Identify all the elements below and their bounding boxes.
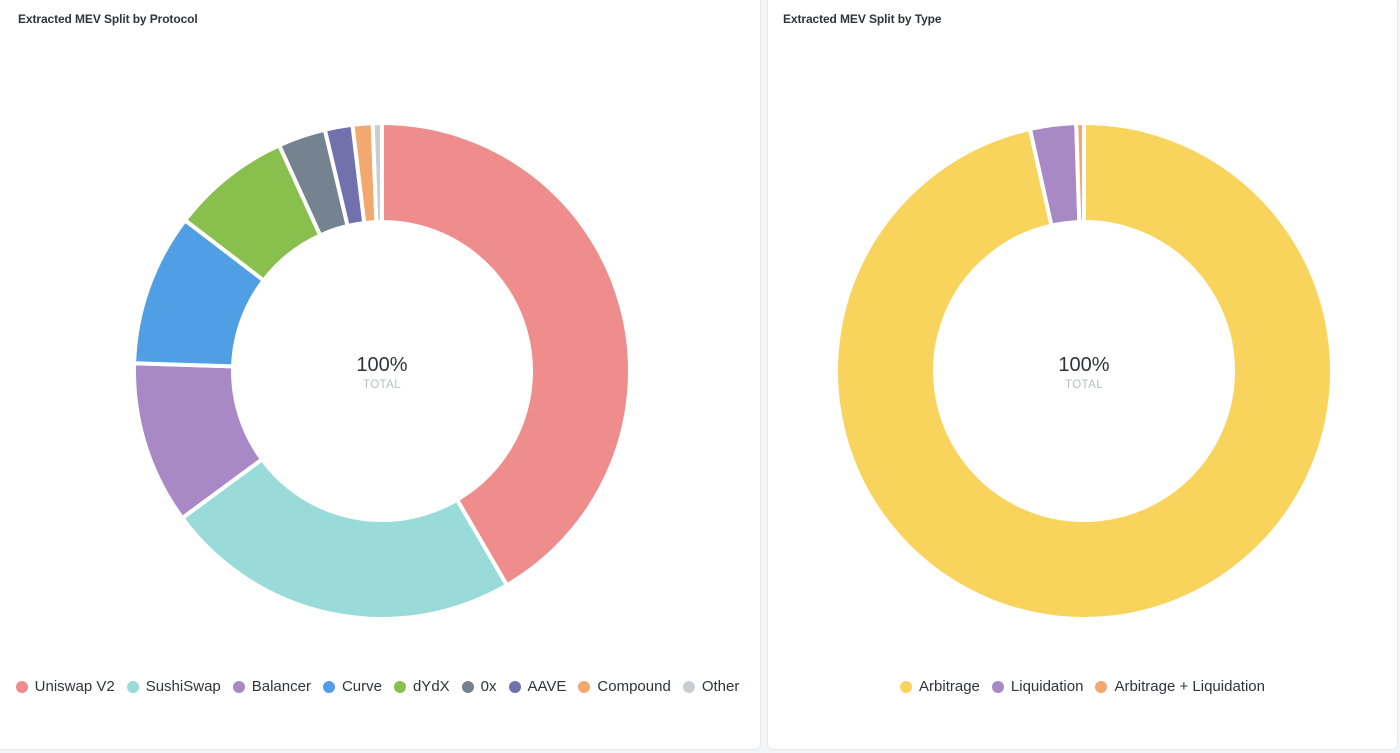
center-label: TOTAL [1065, 379, 1103, 391]
legend-item-0x[interactable]: 0x [461, 678, 497, 695]
legend-dot-icon [15, 680, 28, 693]
legend-label: Balancer [251, 678, 311, 695]
legend-item-curve[interactable]: Curve [322, 678, 382, 695]
legend-label: Liquidation [1010, 678, 1084, 695]
legend-label: dYdX [412, 678, 450, 695]
slices [834, 120, 1334, 621]
legend-item-sushiswap[interactable]: SushiSwap [126, 678, 221, 695]
legend-item-balancer[interactable]: Balancer [232, 678, 311, 695]
legend-dot-icon [126, 680, 139, 693]
center-value: 100% [1058, 354, 1109, 376]
center-label: TOTAL [363, 379, 401, 391]
legend-label: Other [701, 678, 740, 695]
legend-dot-icon [682, 680, 695, 693]
legend-label: Uniswap V2 [34, 678, 115, 695]
legend-item-arbitrage[interactable]: Arbitrage [900, 678, 980, 695]
legend-label: Arbitrage [919, 678, 980, 695]
slice-uniswap-v2[interactable] [380, 121, 632, 588]
slice-other[interactable] [370, 120, 384, 225]
legend-label: Compound [597, 678, 671, 695]
legend-item-liquidation[interactable]: Liquidation [991, 678, 1084, 695]
legend-item-dydx[interactable]: dYdX [393, 678, 450, 695]
center-value: 100% [356, 354, 407, 376]
chart-legend: Uniswap V2 SushiSwap Balancer Curve dYdX 0x AA… [0, 678, 760, 695]
legend-item-arbitrage-liquidation[interactable]: Arbitrage + Liquidation [1095, 678, 1265, 695]
chart-legend: Arbitrage Liquidation Arbitrage + Liquidat… [768, 678, 1397, 695]
legend-dot-icon [322, 680, 335, 693]
legend-dot-icon [900, 680, 913, 693]
legend-dot-icon [578, 680, 591, 693]
legend-item-compound[interactable]: Compound [578, 678, 671, 695]
donut-chart-type: 100% TOTAL [834, 120, 1334, 621]
legend-dot-icon [461, 680, 474, 693]
legend-dot-icon [232, 680, 245, 693]
legend-label: AAVE [527, 678, 567, 695]
legend-label: 0x [480, 678, 497, 695]
legend-label: Curve [341, 678, 382, 695]
slice-arbitrage-liquidation[interactable] [1074, 120, 1086, 225]
legend-dot-icon [393, 680, 406, 693]
legend-label: SushiSwap [145, 678, 221, 695]
chart-card-protocol: Extracted MEV Split by Protocol 100% TOT… [0, 0, 761, 750]
legend-item-aave[interactable]: AAVE [508, 678, 567, 695]
legend-dot-icon [508, 680, 521, 693]
donut-chart-protocol: 100% TOTAL [132, 120, 632, 621]
legend-dot-icon [1095, 680, 1108, 693]
chart-card-type: Extracted MEV Split by Type 100% TOTAL A… [767, 0, 1398, 750]
slices [132, 120, 632, 621]
legend-item-other[interactable]: Other [682, 678, 740, 695]
chart-title[interactable]: Extracted MEV Split by Type [783, 12, 942, 26]
chart-title[interactable]: Extracted MEV Split by Protocol [18, 12, 198, 26]
legend-item-uniswap-v2[interactable]: Uniswap V2 [15, 678, 115, 695]
legend-dot-icon [991, 680, 1004, 693]
slice-sushiswap[interactable] [180, 457, 509, 621]
legend-label: Arbitrage + Liquidation [1114, 678, 1265, 695]
slice-arbitrage[interactable] [834, 121, 1334, 621]
